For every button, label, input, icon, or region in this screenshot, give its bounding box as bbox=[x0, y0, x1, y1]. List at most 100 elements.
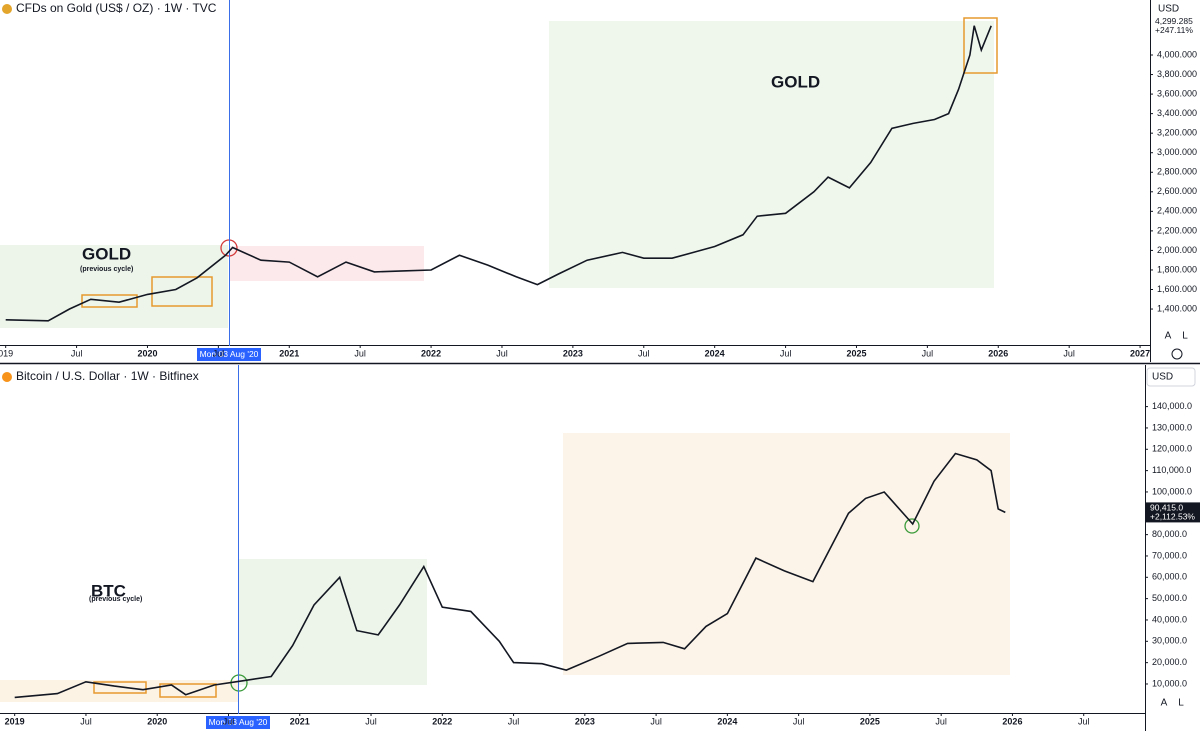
y-tick-label: 2,800.000 bbox=[1157, 167, 1197, 177]
y-tick-label: 2,400.000 bbox=[1157, 206, 1197, 216]
y-tick-label: 70,000.0 bbox=[1152, 550, 1187, 560]
annotation: (previous cycle) bbox=[89, 596, 142, 603]
last-price: 4,299.285 bbox=[1155, 16, 1193, 26]
x-tick-label: Jul bbox=[780, 348, 792, 358]
last-price-bg bbox=[1151, 15, 1200, 36]
change: +2,112.53% bbox=[1150, 512, 1195, 522]
x-tick-label: 2021 bbox=[279, 348, 299, 358]
zone bbox=[563, 433, 1010, 675]
y-tick-label: 130,000.0 bbox=[1152, 422, 1192, 432]
y-tick-label: 50,000.0 bbox=[1152, 593, 1187, 603]
x-tick-label: Jul bbox=[365, 716, 377, 726]
box bbox=[963, 17, 998, 74]
x-tick-label: Jul bbox=[922, 348, 934, 358]
crosshair-label: Mon 03 Aug '20 bbox=[209, 717, 268, 727]
x-tick-label: 2026 bbox=[1002, 716, 1022, 726]
zone bbox=[0, 245, 228, 328]
x-tick-label: Jul bbox=[354, 348, 366, 358]
scale-button[interactable]: A bbox=[1161, 698, 1168, 709]
x-tick-label: 2019 bbox=[5, 716, 25, 726]
zone bbox=[229, 246, 424, 281]
x-tick-label: Jul bbox=[496, 348, 508, 358]
x-tick-label: 2027 bbox=[1130, 348, 1150, 358]
scale-button[interactable]: A bbox=[1165, 331, 1172, 342]
x-tick-label: 2025 bbox=[846, 348, 866, 358]
last-price-bg bbox=[1146, 502, 1200, 523]
x-tick-label: 2022 bbox=[432, 716, 452, 726]
x-tick-label: 2020 bbox=[137, 348, 157, 358]
x-tick-label: Jul bbox=[1063, 348, 1075, 358]
annotation: GOLD bbox=[82, 244, 131, 263]
y-tick-label: 60,000.0 bbox=[1152, 572, 1187, 582]
x-tick-label: 2023 bbox=[563, 348, 583, 358]
y-tick-label: 30,000.0 bbox=[1152, 636, 1187, 646]
y-tick-label: 2,000.000 bbox=[1157, 245, 1197, 255]
scale-button[interactable]: L bbox=[1178, 698, 1184, 709]
y-tick-label: 1,600.000 bbox=[1157, 284, 1197, 294]
y-tick-label: 3,400.000 bbox=[1157, 108, 1197, 118]
price-line bbox=[5, 25, 992, 322]
y-tick-label: 40,000.0 bbox=[1152, 614, 1187, 624]
x-tick-label: 019 bbox=[0, 348, 13, 358]
y-tick-label: 110,000.0 bbox=[1152, 465, 1191, 475]
price-line bbox=[14, 452, 1006, 699]
x-tick-label: Jul bbox=[213, 348, 225, 358]
y-tick-label: 80,000.0 bbox=[1152, 529, 1187, 539]
zone bbox=[239, 559, 427, 685]
x-tick-label: 2026 bbox=[988, 348, 1008, 358]
y-tick-label: 3,600.000 bbox=[1157, 88, 1197, 98]
y-tick-label: 4,000.000 bbox=[1157, 49, 1197, 59]
scale-button[interactable]: L bbox=[1182, 331, 1188, 342]
symbol-icon bbox=[2, 4, 12, 14]
crosshair-label-bg bbox=[206, 716, 270, 729]
currency-box[interactable] bbox=[1146, 367, 1196, 387]
x-tick-label: Jul bbox=[71, 348, 83, 358]
circle bbox=[904, 518, 920, 534]
x-tick-label: Jul bbox=[935, 716, 947, 726]
crosshair-label-bg bbox=[197, 348, 261, 361]
y-tick-label: 140,000.0 bbox=[1152, 401, 1192, 411]
annotation: GOLD bbox=[771, 72, 820, 91]
y-tick-label: 3,800.000 bbox=[1157, 69, 1197, 79]
y-tick-label: 20,000.0 bbox=[1152, 657, 1187, 667]
y-tick-label: 1,400.000 bbox=[1157, 303, 1197, 313]
x-tick-label: Jul bbox=[80, 716, 92, 726]
currency[interactable]: USD bbox=[1158, 4, 1179, 15]
crosshair-label: Mon 03 Aug '20 bbox=[200, 349, 259, 359]
x-tick-label: 2023 bbox=[575, 716, 595, 726]
annotation: (previous cycle) bbox=[80, 266, 133, 273]
y-tick-label: 1,800.000 bbox=[1157, 264, 1197, 274]
x-tick-label: Jul bbox=[223, 716, 235, 726]
y-tick-label: 2,600.000 bbox=[1157, 186, 1197, 196]
chart-title: Bitcoin / U.S. Dollar · 1W · Bitfinex bbox=[16, 369, 199, 383]
x-tick-label: 2024 bbox=[705, 348, 725, 358]
y-tick-label: 3,000.000 bbox=[1157, 147, 1197, 157]
x-tick-label: Jul bbox=[650, 716, 662, 726]
settings-icon[interactable] bbox=[1171, 348, 1183, 360]
last-price: 90,415.0 bbox=[1150, 503, 1183, 513]
x-tick-label: Jul bbox=[638, 348, 650, 358]
x-tick-label: Jul bbox=[793, 716, 805, 726]
x-tick-label: Jul bbox=[1078, 716, 1090, 726]
y-tick-label: 100,000.0 bbox=[1152, 486, 1192, 496]
x-tick-label: 2021 bbox=[290, 716, 310, 726]
y-tick-label: 10,000.0 bbox=[1152, 678, 1187, 688]
annotation: BTC bbox=[91, 581, 126, 600]
zone bbox=[549, 21, 994, 288]
x-tick-label: 2025 bbox=[860, 716, 880, 726]
x-tick-label: Jul bbox=[508, 716, 520, 726]
box bbox=[93, 681, 147, 694]
symbol-icon bbox=[2, 372, 12, 382]
x-tick-label: 2020 bbox=[147, 716, 167, 726]
chart-title: CFDs on Gold (US$ / OZ) · 1W · TVC bbox=[16, 1, 217, 15]
x-tick-label: 2024 bbox=[717, 716, 737, 726]
y-tick-label: 2,200.000 bbox=[1157, 225, 1197, 235]
currency[interactable]: USD bbox=[1152, 372, 1173, 383]
x-tick-label: 2022 bbox=[421, 348, 441, 358]
box bbox=[159, 683, 217, 698]
y-tick-label: 120,000.0 bbox=[1152, 444, 1192, 454]
box bbox=[81, 294, 138, 308]
box bbox=[151, 276, 213, 307]
y-tick-label: 3,200.000 bbox=[1157, 128, 1197, 138]
